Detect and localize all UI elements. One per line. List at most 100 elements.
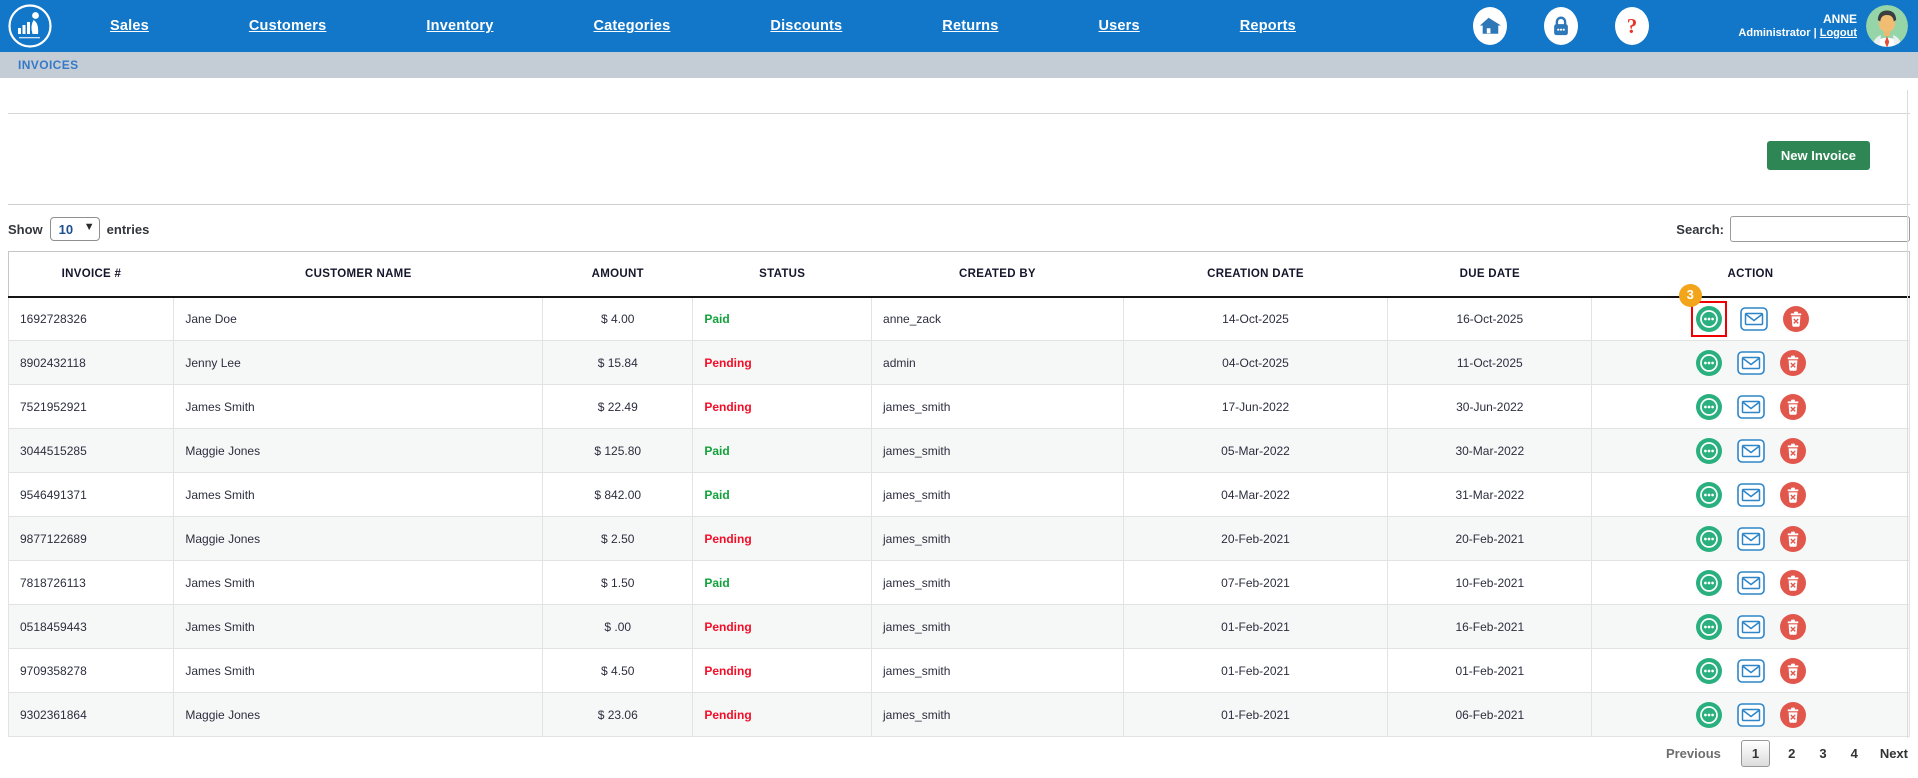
delete-invoice-button[interactable] [1780,570,1806,596]
highlight-annotation: 3 [1693,303,1725,335]
pagination-previous[interactable]: Previous [1666,746,1721,761]
cell-action [1592,473,1910,517]
view-invoice-button[interactable] [1696,482,1722,508]
nav-item-categories[interactable]: Categories [593,18,670,34]
cell-status: Pending [693,649,872,693]
pagination-pages: 1234 [1735,746,1870,761]
delete-invoice-button[interactable] [1780,614,1806,640]
pagination-next[interactable]: Next [1880,746,1908,761]
nav-item-returns[interactable]: Returns [942,18,998,34]
nav-item-inventory[interactable]: Inventory [426,18,493,34]
cell-status: Paid [693,473,872,517]
breadcrumb: INVOICES [18,58,79,72]
view-invoice-button[interactable] [1696,526,1722,552]
envelope-icon [1737,703,1765,727]
delete-invoice-button[interactable] [1780,482,1806,508]
avatar[interactable] [1866,5,1908,47]
view-invoice-button[interactable] [1696,350,1722,376]
column-header[interactable]: AMOUNT [543,252,693,297]
envelope-icon [1737,483,1765,507]
pagination-page-2[interactable]: 2 [1776,746,1807,761]
cell-invoice-number: 9877122689 [9,517,174,561]
cell-due-date: 06-Feb-2021 [1388,693,1592,737]
column-header[interactable]: STATUS [693,252,872,297]
view-invoice-button[interactable] [1696,570,1722,596]
trash-icon [1780,614,1806,640]
cell-customer-name: Jane Doe [174,297,543,341]
cell-customer-name: James Smith [174,649,543,693]
cell-invoice-number: 9709358278 [9,649,174,693]
cell-status: Paid [693,561,872,605]
email-invoice-button[interactable] [1737,483,1765,507]
delete-invoice-button[interactable] [1780,702,1806,728]
cell-creation-date: 05-Mar-2022 [1123,429,1387,473]
column-header[interactable]: ACTION [1592,252,1910,297]
view-invoice-button[interactable] [1696,614,1722,640]
more-actions-icon [1696,570,1722,596]
delete-invoice-button[interactable] [1780,658,1806,684]
column-header[interactable]: INVOICE # [9,252,174,297]
page-size-select[interactable]: 10 [50,217,100,241]
pagination: Previous 1234 Next [0,746,1908,761]
cell-action [1592,341,1910,385]
column-header[interactable]: CREATION DATE [1123,252,1387,297]
email-invoice-button[interactable] [1737,439,1765,463]
table-controls: Show 10 ▼ entries Search: [8,215,1910,243]
delete-invoice-button[interactable] [1780,438,1806,464]
pagination-page-1[interactable]: 1 [1741,740,1770,767]
cell-due-date: 30-Mar-2022 [1388,429,1592,473]
email-invoice-button[interactable] [1737,527,1765,551]
home-button[interactable] [1473,7,1507,45]
email-invoice-button[interactable] [1737,615,1765,639]
divider-top [8,113,1910,114]
cell-creation-date: 20-Feb-2021 [1123,517,1387,561]
view-invoice-button[interactable] [1696,658,1722,684]
cell-status: Pending [693,605,872,649]
new-invoice-button[interactable]: New Invoice [1767,141,1870,170]
help-button[interactable]: ? [1615,7,1649,45]
email-invoice-button[interactable] [1737,395,1765,419]
view-invoice-button[interactable] [1696,702,1722,728]
pagination-page-4[interactable]: 4 [1839,746,1870,761]
view-invoice-button[interactable] [1696,306,1722,332]
table-row: 7818726113James Smith$ 1.50Paidjames_smi… [9,561,1910,605]
table-row: 0518459443James Smith$ .00Pendingjames_s… [9,605,1910,649]
delete-invoice-button[interactable] [1780,526,1806,552]
column-header[interactable]: DUE DATE [1388,252,1592,297]
email-invoice-button[interactable] [1737,351,1765,375]
cell-invoice-number: 1692728326 [9,297,174,341]
more-actions-icon [1696,482,1722,508]
divider-table [8,204,1910,205]
delete-invoice-button[interactable] [1780,394,1806,420]
table-row: 8902432118Jenny Lee$ 15.84Pendingadmin04… [9,341,1910,385]
lock-button[interactable] [1544,7,1578,45]
cell-customer-name: James Smith [174,473,543,517]
trash-icon [1780,482,1806,508]
cell-due-date: 20-Feb-2021 [1388,517,1592,561]
email-invoice-button[interactable] [1740,307,1768,331]
app-logo[interactable] [0,3,60,49]
invoice-table-body: 1692728326Jane Doe$ 4.00Paidanne_zack14-… [9,297,1910,737]
pagination-page-3[interactable]: 3 [1807,746,1838,761]
nav-item-reports[interactable]: Reports [1240,18,1296,34]
search-input[interactable] [1730,216,1910,242]
view-invoice-button[interactable] [1696,394,1722,420]
cell-invoice-number: 9302361864 [9,693,174,737]
delete-invoice-button[interactable] [1783,306,1809,332]
column-header[interactable]: CUSTOMER NAME [174,252,543,297]
table-row: 9877122689Maggie Jones$ 2.50Pendingjames… [9,517,1910,561]
nav-item-sales[interactable]: Sales [110,18,149,34]
nav-item-users[interactable]: Users [1098,18,1139,34]
email-invoice-button[interactable] [1737,659,1765,683]
email-invoice-button[interactable] [1737,703,1765,727]
nav-item-customers[interactable]: Customers [249,18,327,34]
table-row: 9302361864Maggie Jones$ 23.06Pendingjame… [9,693,1910,737]
column-header[interactable]: CREATED BY [872,252,1124,297]
delete-invoice-button[interactable] [1780,350,1806,376]
more-actions-icon [1696,394,1722,420]
email-invoice-button[interactable] [1737,571,1765,595]
logout-link[interactable]: Logout [1820,27,1857,39]
cell-created-by: admin [872,341,1124,385]
nav-item-discounts[interactable]: Discounts [770,18,842,34]
view-invoice-button[interactable] [1696,438,1722,464]
